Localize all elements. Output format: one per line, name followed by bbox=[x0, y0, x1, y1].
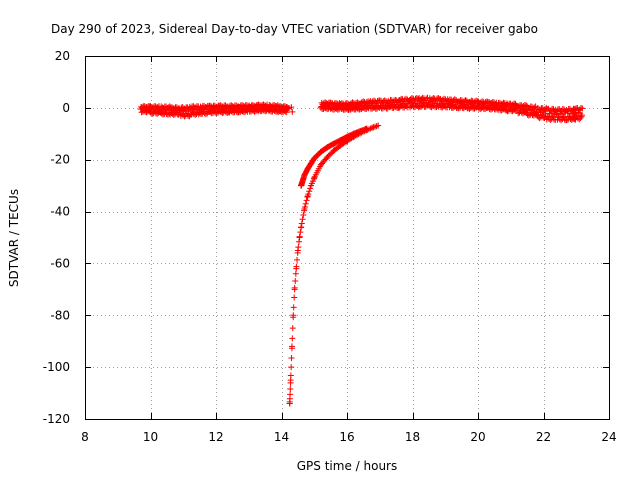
data-point bbox=[311, 155, 318, 162]
data-point bbox=[330, 140, 337, 147]
data-point bbox=[289, 108, 296, 115]
data-point bbox=[177, 107, 184, 114]
data-point bbox=[363, 127, 370, 134]
chart-title: Day 290 of 2023, Sidereal Day-to-day VTE… bbox=[51, 22, 538, 36]
data-point bbox=[578, 112, 585, 119]
data-point bbox=[291, 294, 298, 301]
data-point bbox=[303, 197, 310, 204]
data-point bbox=[294, 256, 301, 263]
y-tick-label: -60 bbox=[50, 256, 70, 270]
data-point bbox=[294, 247, 301, 254]
x-axis-label: GPS time / hours bbox=[297, 459, 398, 473]
x-tick-label: 16 bbox=[339, 430, 354, 444]
data-point bbox=[287, 377, 294, 384]
data-point bbox=[287, 391, 294, 398]
data-point bbox=[311, 174, 318, 181]
data-point bbox=[330, 147, 337, 154]
y-tick-label: -80 bbox=[50, 308, 70, 322]
data-point bbox=[317, 148, 324, 155]
x-tick-label: 12 bbox=[208, 430, 223, 444]
data-point bbox=[359, 128, 366, 135]
data-point bbox=[299, 216, 306, 223]
data-point bbox=[317, 161, 324, 168]
data-point bbox=[307, 185, 314, 192]
data-points bbox=[137, 94, 586, 407]
data-point bbox=[324, 144, 331, 151]
data-point bbox=[298, 220, 305, 227]
data-point bbox=[295, 238, 302, 245]
data-point bbox=[375, 122, 382, 129]
data-point bbox=[337, 142, 344, 149]
data-point bbox=[291, 286, 298, 293]
x-tick-label: 18 bbox=[405, 430, 420, 444]
data-point bbox=[304, 165, 311, 172]
data-point bbox=[304, 193, 311, 200]
y-tick-label: 20 bbox=[55, 49, 70, 63]
data-point bbox=[289, 335, 296, 342]
data-point bbox=[579, 105, 586, 112]
data-point bbox=[293, 265, 300, 272]
data-point bbox=[283, 109, 290, 116]
y-tick-label: -100 bbox=[43, 360, 70, 374]
x-tick-label: 24 bbox=[601, 430, 616, 444]
y-tick-label: -120 bbox=[43, 412, 70, 426]
y-tick-label: -20 bbox=[50, 153, 70, 167]
data-point bbox=[300, 211, 307, 218]
axis-ticks: 8 10 12 14 16 18 20 22 24 20 0 -20 -40 -60 -80 -100 -120 bbox=[43, 49, 617, 444]
data-point bbox=[296, 234, 303, 241]
data-point bbox=[290, 312, 297, 319]
data-point bbox=[288, 355, 295, 362]
data-point bbox=[554, 110, 561, 117]
data-point bbox=[289, 325, 296, 332]
data-point bbox=[292, 277, 299, 284]
data-point bbox=[539, 111, 546, 118]
x-tick-label: 14 bbox=[274, 430, 289, 444]
x-tick-label: 10 bbox=[143, 430, 158, 444]
data-point bbox=[577, 115, 584, 122]
data-point bbox=[370, 124, 377, 131]
data-point bbox=[350, 133, 357, 140]
data-point bbox=[292, 270, 299, 277]
data-point bbox=[344, 138, 350, 145]
data-point bbox=[297, 229, 304, 236]
data-point bbox=[302, 200, 309, 207]
y-tick-label: -40 bbox=[50, 205, 70, 219]
x-tick-label: 22 bbox=[536, 430, 551, 444]
data-point bbox=[301, 172, 308, 179]
data-point bbox=[288, 343, 295, 350]
data-point bbox=[358, 129, 365, 136]
data-point bbox=[287, 386, 294, 393]
data-point bbox=[301, 205, 308, 212]
data-point bbox=[306, 188, 313, 195]
data-point bbox=[288, 364, 295, 371]
data-point bbox=[307, 160, 314, 167]
data-point bbox=[307, 182, 314, 189]
data-point bbox=[288, 104, 295, 111]
y-axis-label: SDTVAR / TECUs bbox=[7, 189, 21, 287]
data-point bbox=[298, 182, 305, 189]
x-tick-label: 8 bbox=[81, 430, 89, 444]
data-point bbox=[550, 113, 557, 120]
data-point bbox=[357, 130, 364, 137]
data-point bbox=[290, 304, 297, 311]
data-point bbox=[286, 400, 293, 407]
data-point bbox=[560, 113, 567, 120]
data-point bbox=[324, 154, 331, 161]
x-tick-label: 20 bbox=[470, 430, 485, 444]
y-tick-label: 0 bbox=[62, 101, 70, 115]
data-point bbox=[298, 224, 305, 231]
